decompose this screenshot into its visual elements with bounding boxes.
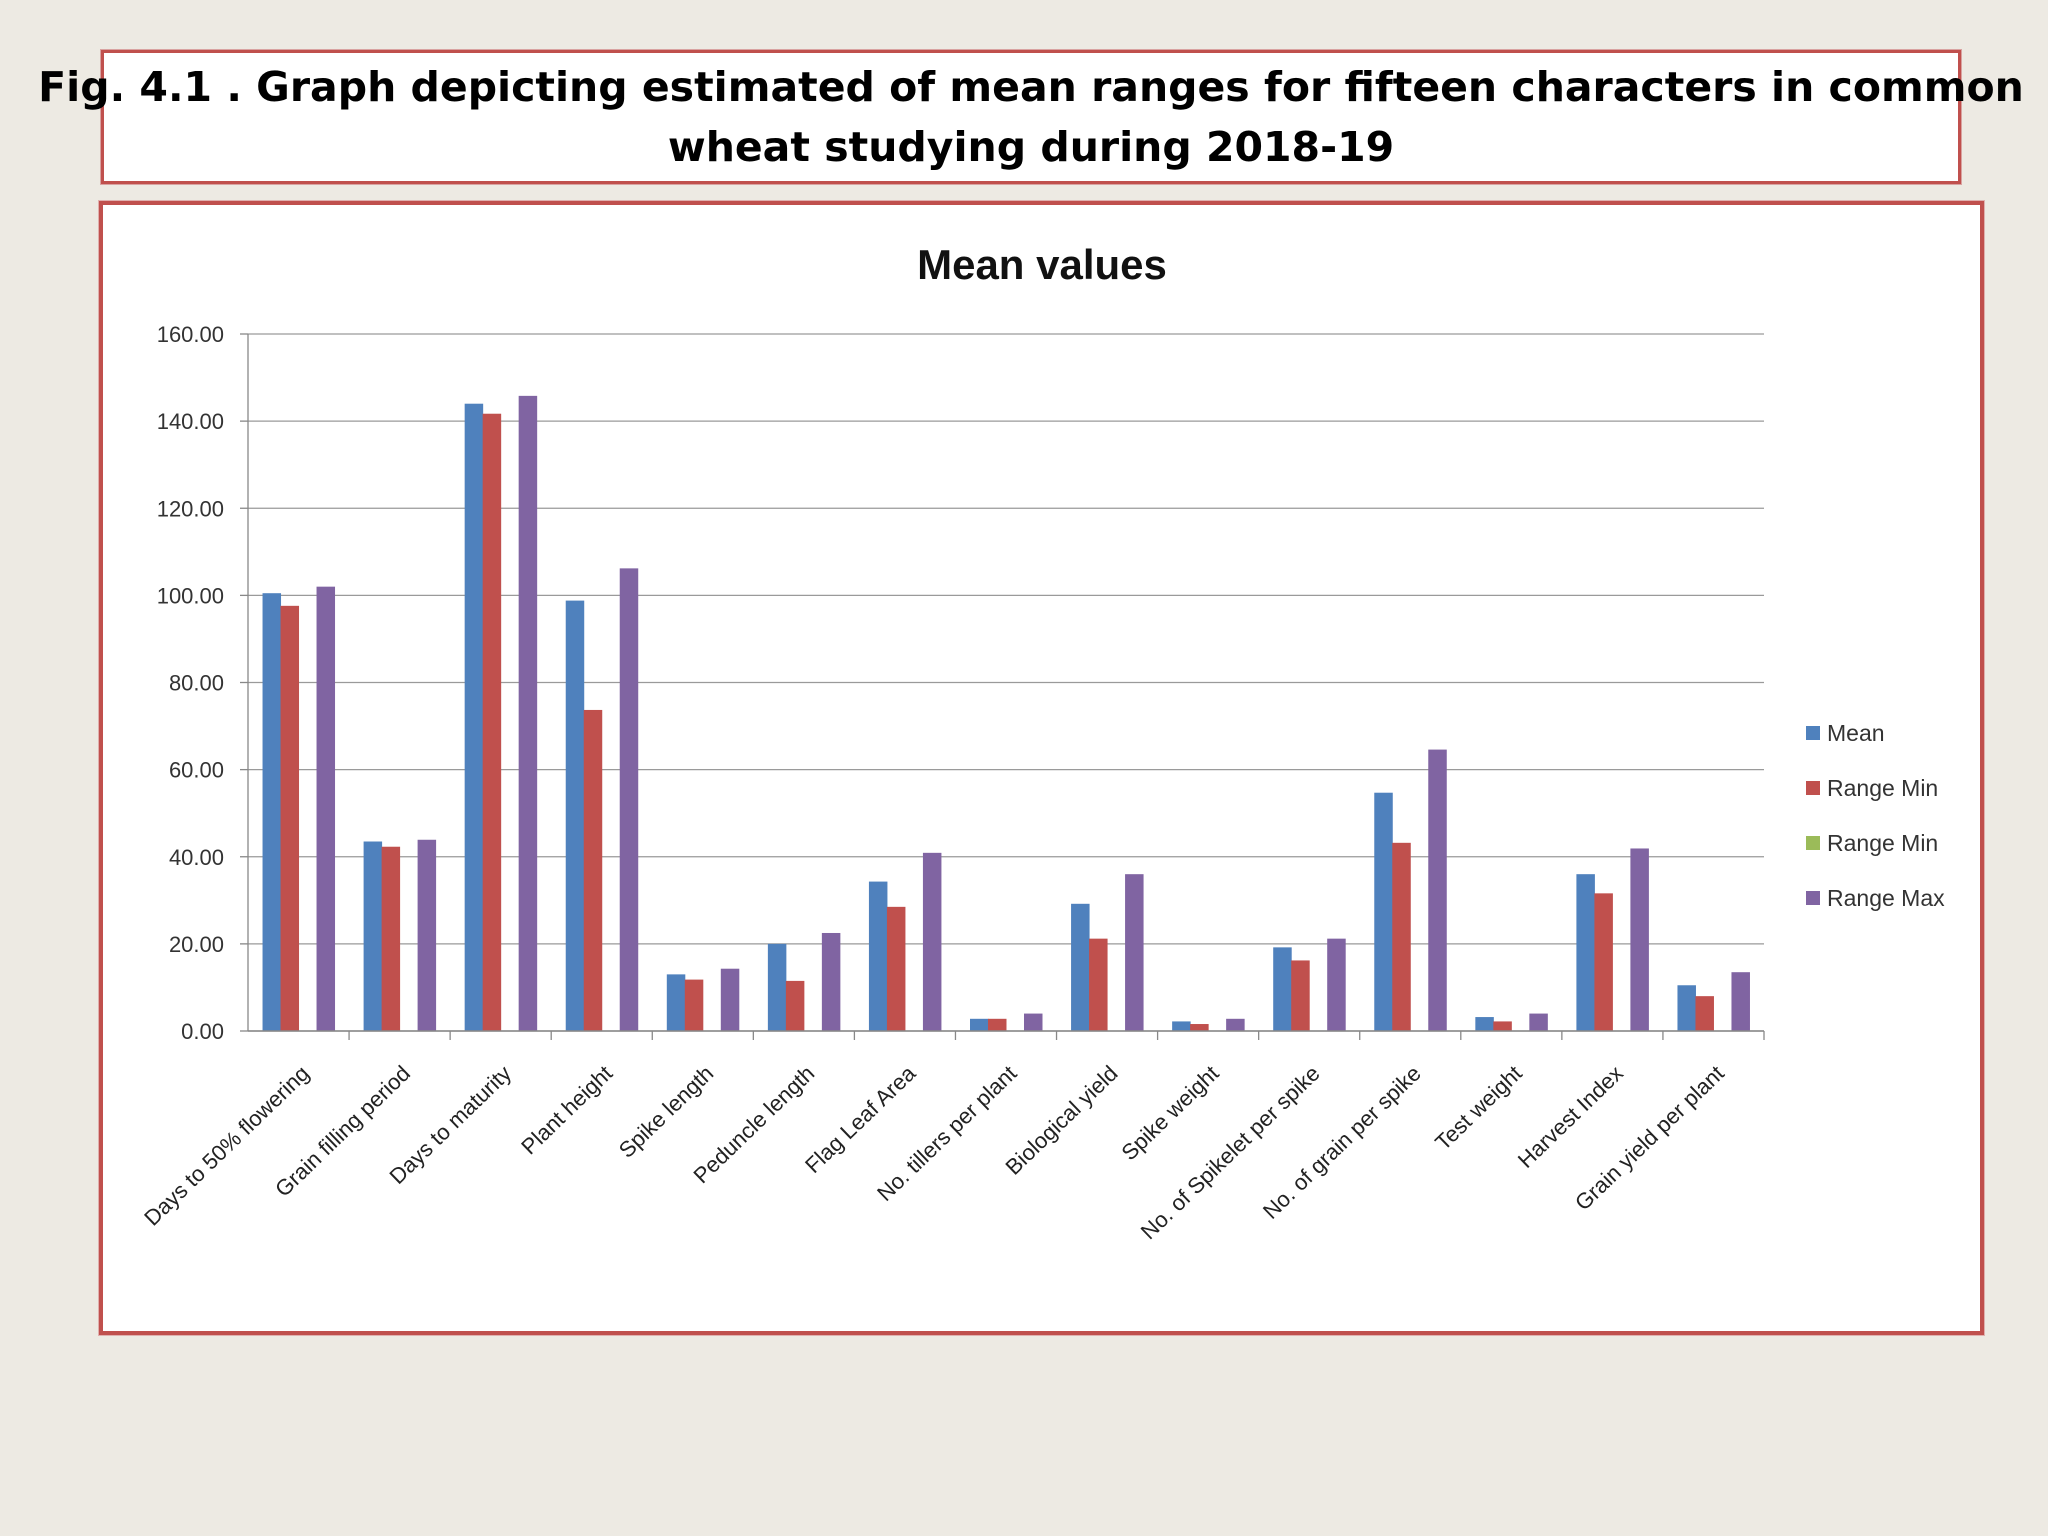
bar-range-min-1 [1190,1024,1209,1031]
legend-swatch [1806,781,1820,795]
bar-mean-0 [970,1018,989,1031]
bar-range-max-3 [1226,1018,1245,1031]
x-category-label: Harvest Index [1513,1061,1628,1173]
bar-range-max-3 [821,932,841,1031]
legend-swatch [1806,836,1820,850]
x-category-label: Days to 50% flowering [139,1061,314,1231]
legend-label: Range Min [1827,775,1938,801]
bar-range-min-1 [684,979,704,1031]
legend: Mean Range Min Range Min Range Max [1806,720,1945,911]
bar-range-min-1 [280,605,300,1031]
bar-mean-0 [1172,1021,1191,1031]
legend-swatch [1806,891,1820,905]
bar-range-max-3 [1529,1013,1548,1031]
bar-range-max-3 [417,839,437,1031]
bar-range-min-1 [1392,842,1411,1031]
y-tick-label: 140.00 [157,409,224,434]
bar-range-max-3 [1731,972,1750,1031]
bar-mean-0 [1576,874,1595,1031]
bar-range-min-1 [1089,938,1108,1031]
y-tick-label: 40.00 [169,845,224,870]
caption-line-1: Fig. 4.1 . Graph depicting estimated of … [38,63,2024,111]
bar-range-min-1 [1695,996,1714,1031]
bar-mean-0 [262,593,282,1031]
bar-range-min-1 [381,846,401,1031]
bar-range-max-3 [922,852,942,1031]
bar-mean-0 [1374,792,1393,1031]
y-tick-label: 80.00 [169,671,224,696]
chart-title: Mean values [917,241,1167,288]
bar-mean-0 [363,841,383,1031]
bar-range-min-1 [583,709,603,1031]
bar-range-max-3 [1327,938,1346,1031]
bar-mean-0 [565,600,585,1031]
bar-range-max-3 [1125,874,1144,1031]
bar-range-min-1 [785,980,805,1031]
bar-range-max-3 [619,568,639,1031]
legend-label: Range Min [1827,830,1938,856]
bar-range-min-1 [1594,893,1613,1031]
bar-range-max-3 [518,395,538,1031]
y-tick-label: 0.00 [181,1019,224,1044]
caption-line-2: wheat studying during 2018-19 [667,123,1395,171]
bar-mean-0 [1475,1017,1494,1031]
bar-mean-0 [1071,903,1090,1031]
bar-mean-0 [666,974,686,1031]
bar-range-min-1 [886,906,906,1031]
legend-label: Mean [1827,720,1885,746]
bar-mean-0 [868,881,888,1031]
y-tick-label: 120.00 [157,496,224,521]
y-tick-label: 20.00 [169,932,224,957]
bar-range-min-1 [1291,960,1310,1031]
bar-mean-0 [767,943,787,1031]
x-category-label: Test weight [1430,1061,1527,1155]
bar-range-min-1 [482,413,502,1031]
y-axis: 0.00 20.00 40.00 60.00 80.00 100.00 120.00 140.… [157,322,249,1044]
bar-range-max-3 [1428,749,1447,1031]
bars [262,395,1750,1031]
legend-label: Range Max [1827,885,1945,911]
y-tick-label: 160.00 [157,322,224,347]
chart-frame [99,201,1984,1335]
bar-range-max-3 [1630,848,1649,1031]
figure-caption: Fig. 4.1 . Graph depicting estimated of … [38,50,2024,184]
bar-range-max-3 [316,586,336,1031]
x-category-label: Plant height [516,1061,617,1160]
x-category-label: Spike weight [1117,1061,1224,1166]
x-category-label: Spike length [614,1061,718,1163]
x-category-label: No. of Spikelet per spike [1136,1061,1325,1245]
bar-range-max-3 [720,968,740,1031]
bar-mean-0 [1677,985,1696,1031]
bar-range-min-1 [988,1018,1007,1031]
legend-swatch [1806,726,1820,740]
bar-mean-0 [1273,947,1292,1031]
y-tick-label: 60.00 [169,758,224,783]
bar-range-min-1 [1493,1021,1512,1031]
bar-range-max-3 [1024,1013,1043,1031]
bar-mean-0 [464,403,484,1031]
y-tick-label: 100.00 [157,583,224,608]
